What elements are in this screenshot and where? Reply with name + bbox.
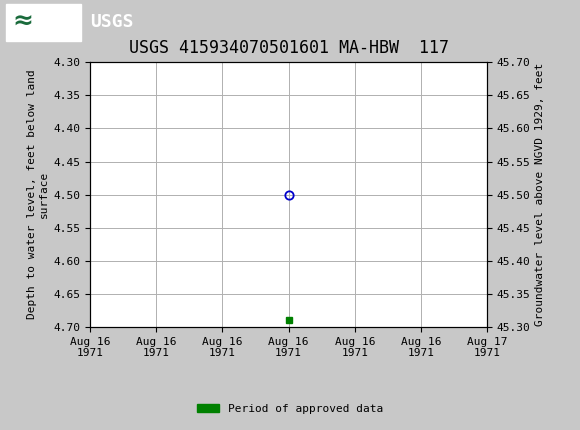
Y-axis label: Groundwater level above NGVD 1929, feet: Groundwater level above NGVD 1929, feet — [535, 63, 545, 326]
Text: ≈: ≈ — [13, 9, 34, 34]
Title: USGS 415934070501601 MA-HBW  117: USGS 415934070501601 MA-HBW 117 — [129, 39, 448, 57]
FancyBboxPatch shape — [6, 3, 81, 41]
Text: USGS: USGS — [90, 12, 133, 31]
Legend: Period of approved data: Period of approved data — [193, 399, 387, 418]
Y-axis label: Depth to water level, feet below land
surface: Depth to water level, feet below land su… — [27, 70, 49, 319]
